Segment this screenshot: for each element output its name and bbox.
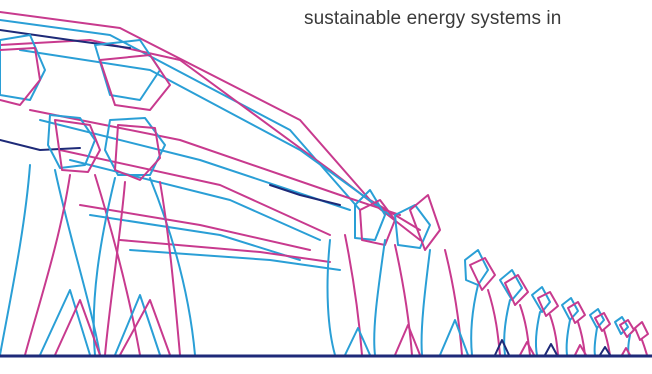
small-figures — [464, 249, 649, 356]
middle-figures — [326, 189, 469, 356]
headline-text: sustainable energy systems in — [304, 8, 562, 29]
blade-lines — [0, 11, 421, 271]
large-figures — [0, 34, 196, 356]
